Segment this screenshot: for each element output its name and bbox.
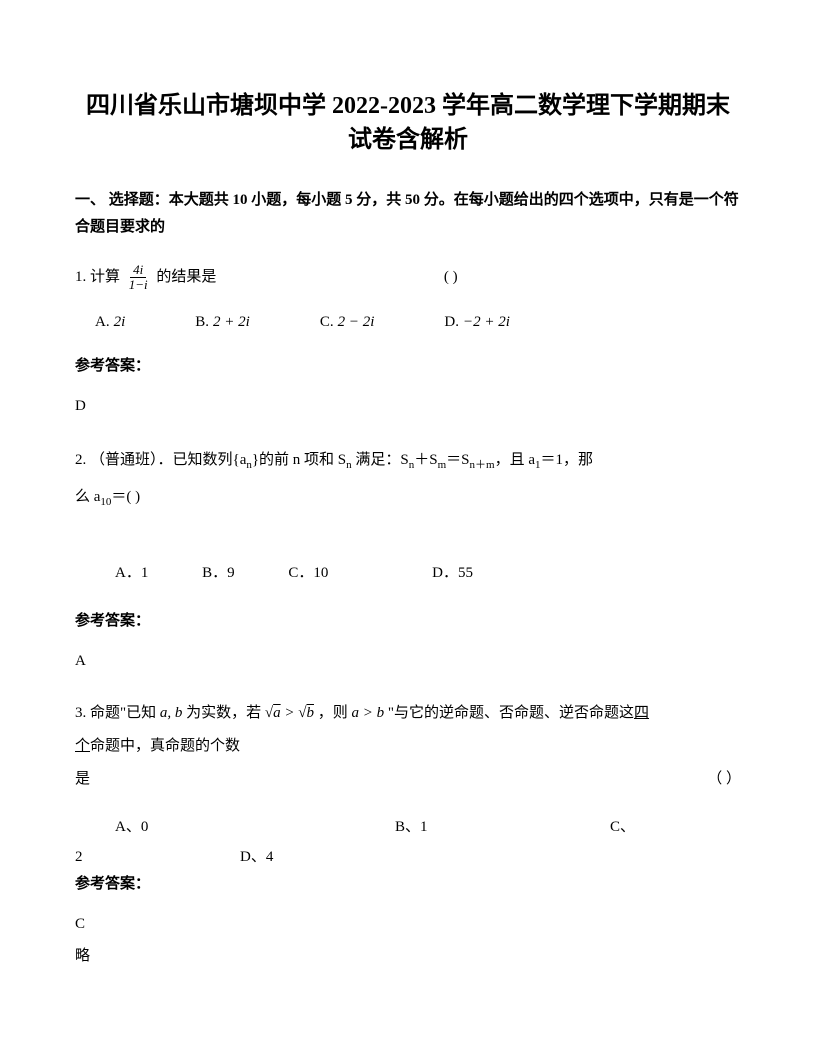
q1-frac-den: 1−i xyxy=(126,278,151,292)
q3-sqrt-b: √b xyxy=(298,705,314,721)
q2-sub4: m xyxy=(438,459,447,471)
q3-sqrt-a-val: a xyxy=(273,705,281,721)
q2-t3: 满足：S xyxy=(352,452,409,468)
q1-prefix: 1. 计算 xyxy=(75,269,120,285)
q1-opt-c-val: 2 − 2i xyxy=(338,310,375,334)
q3-t5a: 个 xyxy=(75,738,90,754)
question-3: 3. 命题"已知 a, b 为实数，若 √a > √b ，则 a > b "与它… xyxy=(75,697,741,796)
q1-frac-num: 4i xyxy=(130,263,146,278)
q1-option-c: C. 2 − 2i xyxy=(320,310,375,334)
q2-t8: 么 a xyxy=(75,489,100,505)
q2-answer: A xyxy=(75,649,741,673)
q1-opt-c-label: C. xyxy=(320,310,334,334)
q1-opt-a-val: 2i xyxy=(114,310,126,334)
q3-answer-label: 参考答案： xyxy=(75,872,741,896)
q2-answer-label: 参考答案： xyxy=(75,609,741,633)
document-title: 四川省乐山市塘坝中学 2022-2023 学年高二数学理下学期期末试卷含解析 xyxy=(75,90,741,157)
q1-option-b: B. 2 + 2i xyxy=(195,310,250,334)
question-1: 1. 计算 4i 1−i 的结果是 ( ) xyxy=(75,261,741,294)
section-header: 一、 选择题：本大题共 10 小题，每小题 5 分，共 50 分。在每小题给出的… xyxy=(75,187,741,241)
q3-ab: a, b xyxy=(160,705,183,721)
q2-opt-b: B．9 xyxy=(202,565,235,581)
q3-sqrt-b-val: b xyxy=(306,705,314,721)
q2-t2: }的前 n 项和 S xyxy=(252,452,346,468)
q2-opt-c: C．10 xyxy=(288,565,328,581)
q1-option-d: D. −2 + 2i xyxy=(444,310,510,334)
q2-t4: ＋S xyxy=(414,452,437,468)
q1-opt-d-label: D. xyxy=(444,310,459,334)
q1-answer: D xyxy=(75,394,741,418)
q3-agtb: a > b xyxy=(352,705,385,721)
q3-t6: 是 xyxy=(75,771,90,787)
q2-options: A．1 B．9 C．10 D．55 xyxy=(75,561,741,585)
q1-options: A. 2i B. 2 + 2i C. 2 − 2i D. −2 + 2i xyxy=(75,310,741,334)
q1-answer-label: 参考答案： xyxy=(75,354,741,378)
q2-sub7: 10 xyxy=(100,496,111,508)
q3-sqrt-a: √a xyxy=(265,705,281,721)
q2-sub5: n＋m xyxy=(470,459,495,471)
q2-t6: ，且 a xyxy=(495,452,535,468)
q2-t7: ＝1，那 xyxy=(540,452,593,468)
q3-opt-c: C、 xyxy=(610,812,741,842)
q1-paren: ( ) xyxy=(444,269,458,285)
q1-suffix: 的结果是 xyxy=(156,269,216,285)
q1-option-a: A. 2i xyxy=(95,310,125,334)
q2-t1: 2. （普通班）．已知数列{a xyxy=(75,452,246,468)
q1-opt-a-label: A. xyxy=(95,310,110,334)
q3-answer: C xyxy=(75,912,741,936)
q2-opt-d: D．55 xyxy=(432,565,473,581)
q3-t5: 命题中，真命题的个数 xyxy=(90,738,240,754)
q1-opt-d-val: −2 + 2i xyxy=(463,310,510,334)
q2-opt-a: A．1 xyxy=(115,565,148,581)
q1-fraction: 4i 1−i xyxy=(126,263,151,293)
q2-t9: ＝( ) xyxy=(111,489,140,505)
q3-opt-d: D、4 xyxy=(240,842,273,872)
q3-options: A、0 B、1 C、 2 D、4 xyxy=(75,812,741,872)
q3-brief: 略 xyxy=(75,944,741,968)
q2-t5: ＝S xyxy=(446,452,469,468)
q3-t1: 3. 命题"已知 xyxy=(75,705,156,721)
q1-opt-b-label: B. xyxy=(195,310,209,334)
q3-opt-a: A、0 xyxy=(75,812,395,842)
q3-t3: ，则 xyxy=(318,705,348,721)
q3-opt-b: B、1 xyxy=(395,812,610,842)
q3-t4: "与它的逆命题、否命题、逆否命题这 xyxy=(388,705,634,721)
q3-gt1: > xyxy=(284,705,298,721)
q3-opt-2: 2 xyxy=(75,842,240,872)
q3-t2: 为实数，若 xyxy=(186,705,261,721)
q1-opt-b-val: 2 + 2i xyxy=(213,310,250,334)
question-2: 2. （普通班）．已知数列{an}的前 n 项和 Sn 满足：Sn＋Sm＝Sn＋… xyxy=(75,442,741,515)
q3-paren: （ ） xyxy=(707,763,741,796)
q3-four: 四 xyxy=(634,705,649,721)
